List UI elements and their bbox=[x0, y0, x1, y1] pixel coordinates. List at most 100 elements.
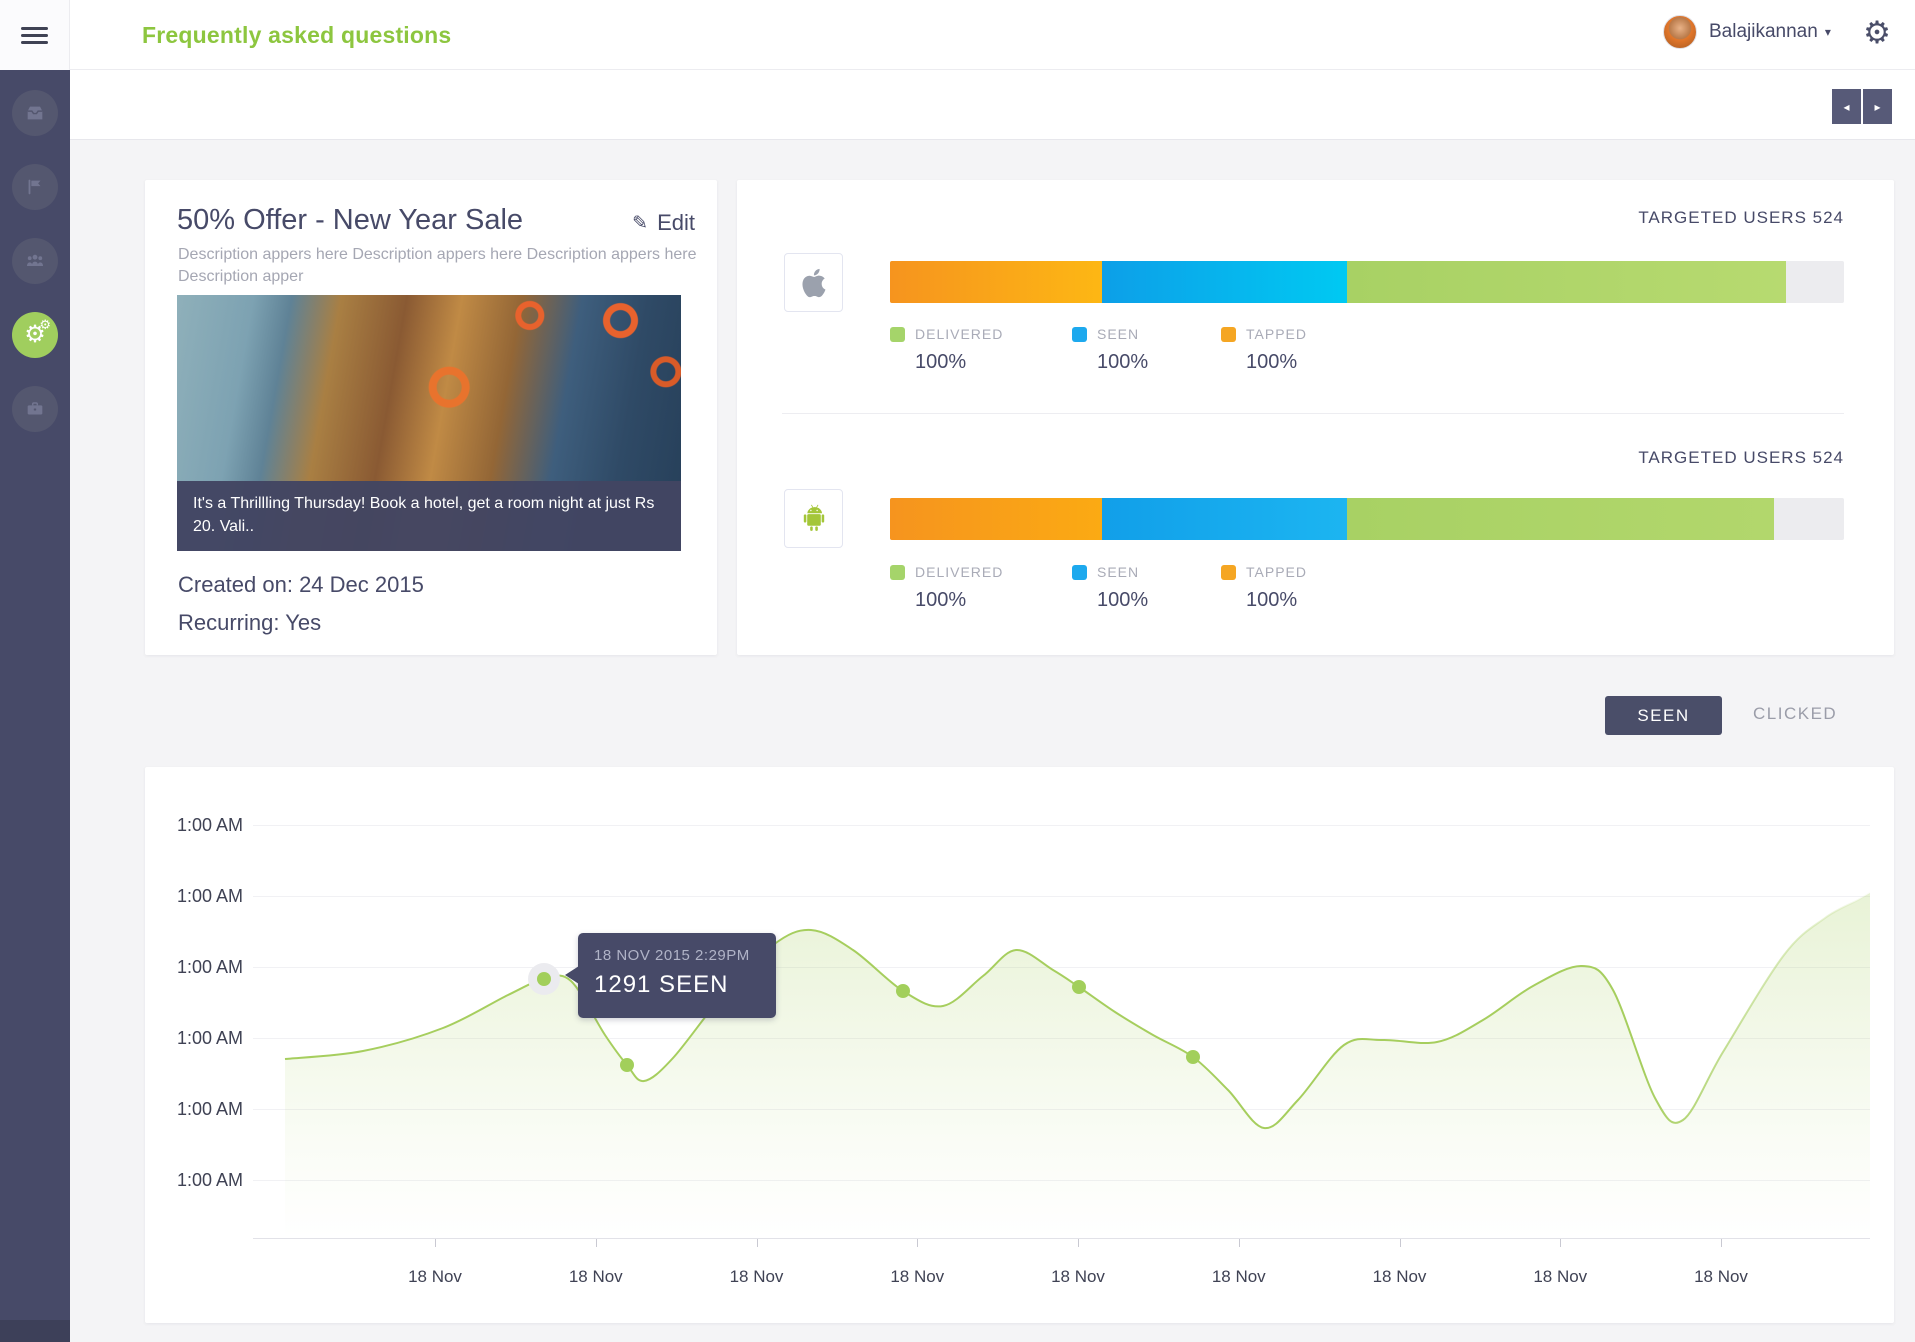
legend-tapped: TAPPED 100% bbox=[1221, 326, 1307, 374]
created-on-text: Created on: 24 Dec 2015 bbox=[178, 572, 424, 597]
campaign-card: 50% Offer - New Year Sale ✎ Edit Descrip… bbox=[145, 180, 717, 655]
data-point[interactable] bbox=[896, 984, 910, 998]
data-point[interactable] bbox=[1186, 1050, 1200, 1064]
x-axis-label: 18 Nov bbox=[1694, 1267, 1748, 1286]
data-point[interactable] bbox=[1072, 980, 1086, 994]
x-axis-label: 18 Nov bbox=[1051, 1267, 1105, 1286]
delivered-swatch bbox=[890, 564, 905, 580]
delivered-segment bbox=[1346, 261, 1786, 303]
pager: ◂ ▸ bbox=[1832, 89, 1892, 124]
x-axis-label: 18 Nov bbox=[1211, 1267, 1266, 1286]
settings-gears-icon: ⚙ bbox=[24, 321, 46, 348]
data-point[interactable] bbox=[537, 972, 551, 986]
gridline bbox=[253, 896, 1870, 897]
chevron-down-icon: ▾ bbox=[1824, 25, 1831, 39]
settings-gear-small-icon: ⚙ bbox=[39, 317, 51, 332]
sidebar-item-inbox[interactable] bbox=[12, 90, 58, 136]
next-button[interactable]: ▸ bbox=[1863, 89, 1892, 124]
seen-swatch bbox=[1072, 326, 1087, 342]
tapped-swatch bbox=[1221, 564, 1236, 580]
x-axis-tick bbox=[435, 1238, 436, 1247]
y-axis-label: 1:00 AM bbox=[176, 815, 243, 835]
x-axis-label: 18 Nov bbox=[1372, 1267, 1427, 1286]
gridline bbox=[253, 825, 1870, 826]
seen-segment bbox=[1101, 261, 1347, 303]
legend-tapped: TAPPED 100% bbox=[1221, 564, 1307, 612]
x-axis-tick bbox=[917, 1238, 919, 1247]
y-axis-label: 1:00 AM bbox=[176, 1099, 243, 1119]
seen-value: 100% bbox=[1097, 589, 1149, 611]
tapped-label: TAPPED bbox=[1246, 326, 1307, 342]
x-axis-tick bbox=[1560, 1238, 1562, 1247]
settings-gear-icon[interactable]: ⚙ bbox=[1863, 15, 1891, 50]
tapped-swatch bbox=[1221, 326, 1236, 342]
data-point[interactable] bbox=[620, 1058, 634, 1072]
tooltip-date: 18 NOV 2015 2:29PM bbox=[594, 947, 750, 964]
tapped-segment bbox=[890, 261, 1102, 303]
y-axis-label: 1:00 AM bbox=[176, 1028, 243, 1048]
seen-label: SEEN bbox=[1097, 326, 1140, 342]
x-axis-line bbox=[253, 1238, 1870, 1239]
audience-icon bbox=[27, 254, 43, 266]
section-divider bbox=[782, 413, 1844, 414]
seen-segment bbox=[1101, 498, 1347, 540]
x-axis-label: 18 Nov bbox=[568, 1267, 623, 1286]
legend-delivered: DELIVERED 100% bbox=[890, 326, 1072, 374]
user-menu[interactable]: Balajikannan ▾ bbox=[1663, 15, 1831, 49]
edit-label: Edit bbox=[657, 210, 695, 235]
campaign-image-caption: It's a Thrillling Thursday! Book a hotel… bbox=[177, 480, 681, 551]
legend-ios: DELIVERED 100% SEEN 100% TAPPED 100% bbox=[890, 326, 1307, 374]
seen-area-chart bbox=[284, 892, 1870, 1238]
x-axis-tick bbox=[1721, 1238, 1722, 1247]
edit-button[interactable]: ✎ Edit bbox=[632, 210, 695, 236]
area-fill bbox=[285, 893, 1870, 1238]
x-axis-label: 18 Nov bbox=[729, 1267, 784, 1286]
menu-button[interactable] bbox=[0, 0, 70, 70]
clicked-tab[interactable]: CLICKED bbox=[1753, 704, 1838, 723]
seen-label: SEEN bbox=[1097, 564, 1140, 580]
delivery-bar-ios bbox=[890, 261, 1844, 303]
x-axis-label: 18 Nov bbox=[408, 1267, 462, 1286]
delivered-segment bbox=[1346, 498, 1775, 540]
user-name: Balajikannan bbox=[1709, 21, 1818, 42]
delivery-stats-card: TARGETED USERS 524 DELIVERED 100% SEEN 1… bbox=[737, 180, 1894, 655]
y-axis-label: 1:00 AM bbox=[176, 1170, 243, 1190]
avatar bbox=[1663, 15, 1697, 49]
legend-delivered: DELIVERED 100% bbox=[890, 564, 1072, 612]
x-axis-tick bbox=[1078, 1238, 1079, 1247]
campaign-title: 50% Offer - New Year Sale bbox=[177, 204, 524, 236]
y-axis-label: 1:00 AM bbox=[176, 957, 243, 977]
sidebar-item-audience[interactable] bbox=[12, 238, 58, 284]
platform-android bbox=[784, 489, 843, 548]
seen-swatch bbox=[1072, 564, 1087, 580]
seen-line bbox=[284, 892, 1870, 1130]
android-icon bbox=[803, 504, 824, 531]
delivered-value: 100% bbox=[915, 351, 967, 373]
delivery-bar-android bbox=[890, 498, 1844, 540]
tooltip-value: 1291 SEEN bbox=[594, 971, 729, 998]
seen-tab[interactable]: SEEN bbox=[1605, 696, 1722, 735]
sidebar-item-settings[interactable]: ⚙ ⚙ bbox=[12, 312, 58, 358]
targeted-users-android: TARGETED USERS 524 bbox=[1638, 448, 1844, 467]
x-axis-tick bbox=[1238, 1238, 1240, 1247]
targeted-users-ios: TARGETED USERS 524 bbox=[1638, 208, 1844, 227]
page-title: Frequently asked questions bbox=[142, 22, 452, 48]
prev-button[interactable]: ◂ bbox=[1832, 89, 1861, 124]
platform-ios bbox=[784, 253, 843, 312]
delivered-swatch bbox=[890, 326, 905, 342]
x-axis-tick bbox=[595, 1238, 597, 1247]
tapped-value: 100% bbox=[1246, 351, 1298, 373]
seen-value: 100% bbox=[1097, 351, 1149, 373]
delivered-label: DELIVERED bbox=[915, 564, 1004, 580]
legend-seen: SEEN 100% bbox=[1072, 564, 1221, 612]
tapped-value: 100% bbox=[1246, 589, 1298, 611]
sidebar-item-business[interactable] bbox=[12, 386, 58, 432]
delivered-label: DELIVERED bbox=[915, 326, 1004, 342]
chart-tooltip: 18 NOV 2015 2:29PM 1291 SEEN bbox=[565, 933, 776, 1018]
top-bar: Frequently asked questions Balajikannan … bbox=[0, 0, 1915, 70]
recurring-text: Recurring: Yes bbox=[178, 610, 322, 635]
briefcase-icon bbox=[27, 402, 43, 415]
sidebar-item-campaigns[interactable] bbox=[12, 164, 58, 210]
campaign-image: It's a Thrillling Thursday! Book a hotel… bbox=[177, 295, 681, 551]
